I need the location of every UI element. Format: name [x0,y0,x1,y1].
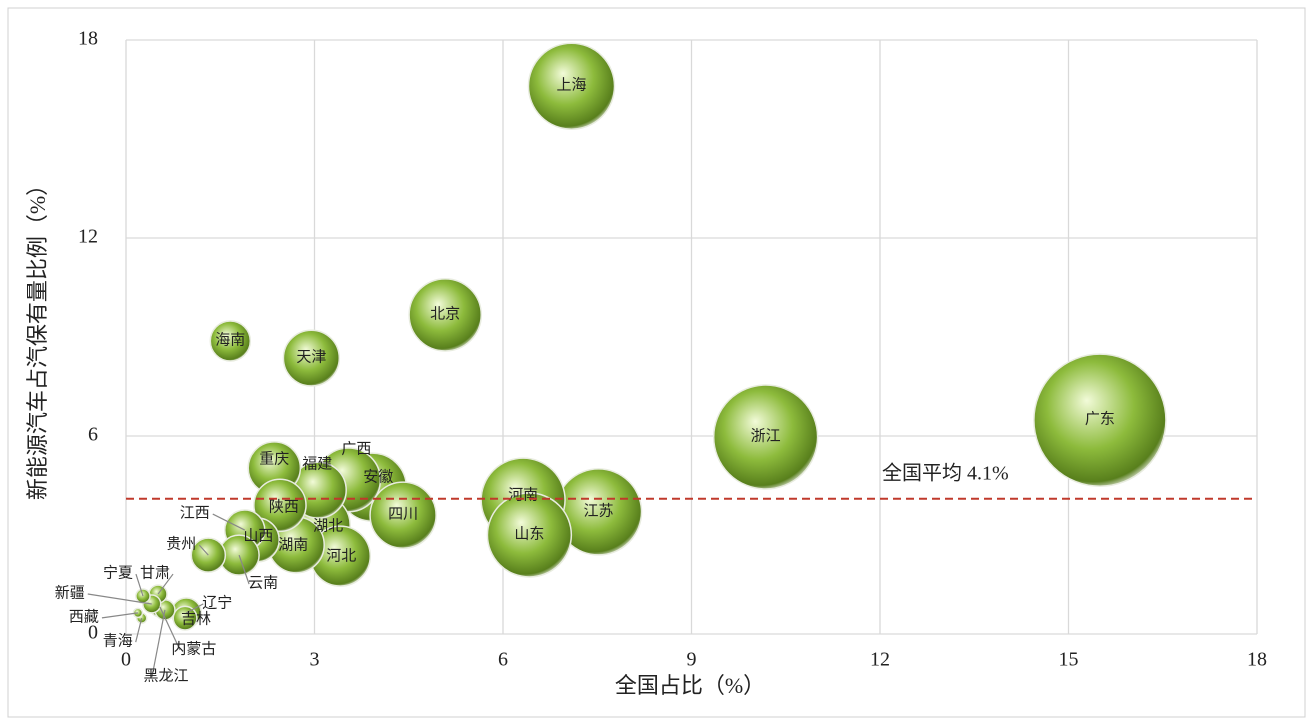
bubble-label: 青海 [103,633,133,650]
x-axis-title: 全国占比（%） [615,673,765,698]
bubble-label: 江西 [180,504,210,521]
y-tick-label: 6 [88,424,98,446]
bubble-label: 重庆 [259,450,289,467]
bubble-label: 福建 [302,456,332,473]
y-tick-label: 18 [78,28,98,50]
bubble-label: 宁夏 [103,564,133,581]
leader-line [198,544,209,556]
x-tick-label: 3 [310,649,320,671]
bubble [486,492,573,578]
bubble-label: 安徽 [363,469,393,486]
leader-line [135,618,143,643]
bubble [253,478,307,533]
bubble [172,605,198,631]
bubble-label: 陕西 [269,499,299,516]
bubble-label: 西藏 [69,608,99,625]
y-tick-label: 12 [78,226,98,248]
bubble-label: 上海 [556,77,586,94]
x-tick-label: 12 [870,649,890,671]
bubble-label: 河北 [326,548,356,565]
bubble-label: 湖北 [313,518,343,535]
leader-line [151,609,166,678]
bubble [408,278,482,352]
leader-line [135,573,144,597]
bubble-label: 广东 [1085,411,1115,428]
bubble-label: 云南 [248,575,278,592]
bubble-label: 天津 [296,349,326,366]
bubble-label: 山西 [243,527,273,544]
bubble-label: 北京 [430,305,460,322]
x-tick-label: 9 [687,649,697,671]
x-tick-label: 0 [121,649,131,671]
bubble-label: 贵州 [166,536,196,553]
bubble-label: 内蒙古 [171,640,216,657]
leader-line [186,603,204,614]
x-tick-label: 6 [498,649,508,671]
bubble-label: 新疆 [55,584,85,601]
bubble [712,384,819,490]
bubble-label: 河南 [508,486,538,503]
y-tick-label: 0 [88,622,98,644]
bubble-label: 湖南 [278,536,308,553]
bubble-label: 广西 [341,440,371,457]
bubble-label: 浙江 [751,427,781,444]
y-axis-title: 新能源汽车占汽保有量比例（%） [25,174,50,500]
bubble [282,329,341,387]
reference-label: 全国平均 4.1% [882,461,1009,484]
leader-line [159,606,181,651]
bubble [209,320,252,362]
bubble-label: 吉林 [181,611,211,628]
bubble [1033,353,1167,487]
bubble-label: 海南 [215,331,245,348]
leader-line [238,554,250,585]
bubble-label: 江苏 [583,502,613,519]
leader-line [157,573,174,595]
bubble [135,588,151,604]
leader-line [101,612,139,619]
bubble-label: 甘肃 [140,565,170,582]
x-tick-label: 15 [1059,649,1079,671]
bubble-label: 辽宁 [202,594,232,611]
bubble-label: 四川 [388,507,418,523]
leader-line [212,513,246,531]
bubble-label: 黑龙江 [143,667,188,684]
x-tick-label: 18 [1247,649,1267,671]
bubble [527,42,616,130]
bubble-label: 山东 [514,525,544,542]
leader-line [87,593,152,605]
